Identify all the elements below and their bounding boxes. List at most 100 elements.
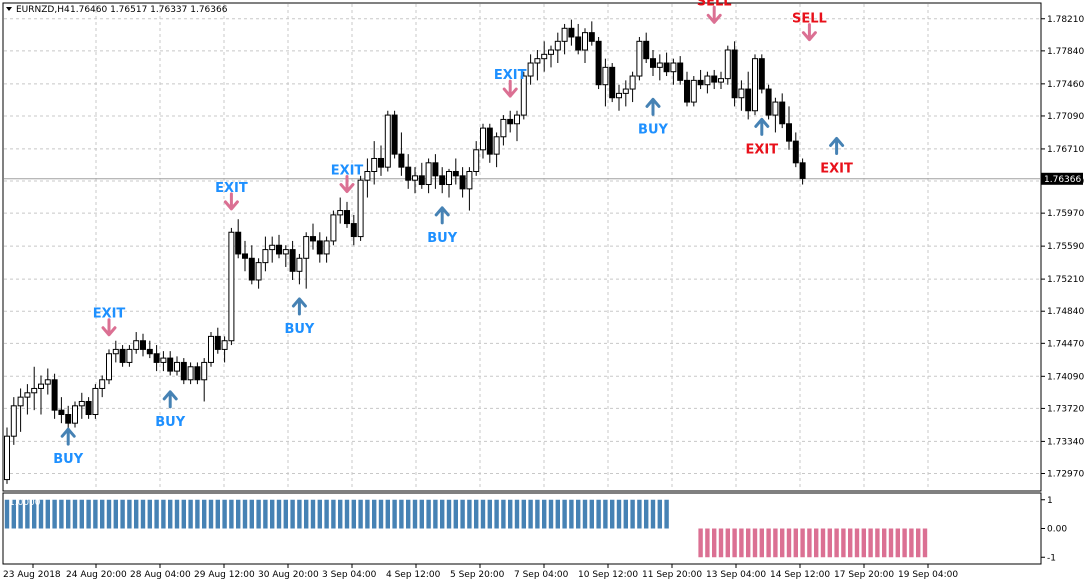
candle[interactable] [337, 197, 344, 224]
candle[interactable] [133, 332, 140, 354]
candle[interactable] [724, 45, 731, 85]
dropdown-triangle-icon[interactable] [6, 7, 12, 11]
candle[interactable] [364, 158, 371, 198]
candle[interactable] [446, 168, 452, 198]
candle[interactable] [208, 332, 214, 367]
candle[interactable] [677, 56, 684, 85]
candle[interactable] [466, 167, 473, 211]
candle[interactable] [405, 154, 412, 189]
candle[interactable] [480, 123, 486, 159]
candle[interactable] [174, 356, 180, 376]
candle[interactable] [697, 69, 704, 90]
candle[interactable] [704, 71, 711, 94]
candle[interactable] [4, 427, 10, 484]
candle[interactable] [371, 141, 378, 185]
candle[interactable] [643, 32, 650, 64]
candle[interactable] [391, 110, 398, 159]
candle[interactable] [541, 41, 548, 72]
candle[interactable] [602, 58, 609, 107]
candle[interactable] [384, 110, 391, 172]
candle[interactable] [473, 141, 480, 176]
candle[interactable] [38, 375, 44, 415]
candle[interactable] [765, 84, 772, 120]
candle[interactable] [282, 245, 289, 267]
candle[interactable] [731, 41, 738, 107]
candle[interactable] [194, 362, 201, 385]
candle[interactable] [24, 384, 31, 415]
candle[interactable] [187, 362, 194, 385]
candle[interactable] [452, 158, 459, 185]
candle[interactable] [588, 21, 595, 46]
candle[interactable] [248, 245, 255, 285]
candle[interactable] [738, 80, 745, 111]
candle[interactable] [255, 258, 262, 289]
candle[interactable] [412, 167, 418, 194]
candle[interactable] [670, 58, 677, 85]
candle[interactable] [235, 219, 242, 259]
candle[interactable] [310, 223, 316, 250]
candle[interactable] [799, 158, 806, 185]
candle[interactable] [758, 54, 765, 94]
candle[interactable] [752, 54, 758, 116]
candle[interactable] [126, 345, 133, 367]
candle[interactable] [323, 236, 330, 263]
candle[interactable] [568, 19, 575, 46]
candle[interactable] [792, 132, 799, 168]
candle[interactable] [656, 54, 663, 81]
candle[interactable] [357, 175, 364, 241]
candle[interactable] [180, 358, 187, 385]
candles-layer[interactable] [4, 19, 806, 484]
candle[interactable] [119, 345, 126, 367]
candle[interactable] [330, 210, 337, 246]
candle[interactable] [786, 106, 792, 150]
candle[interactable] [276, 234, 282, 259]
candle[interactable] [99, 375, 106, 398]
candle[interactable] [92, 384, 99, 419]
candle[interactable] [228, 227, 235, 346]
candle[interactable] [575, 23, 582, 55]
candle[interactable] [262, 236, 269, 272]
candle[interactable] [344, 201, 350, 228]
candle[interactable] [65, 405, 72, 432]
candle[interactable] [779, 93, 786, 129]
candle[interactable] [582, 28, 588, 64]
candle[interactable] [17, 388, 24, 432]
candle[interactable] [507, 110, 514, 133]
candle[interactable] [561, 23, 568, 55]
candle[interactable] [140, 333, 146, 357]
candle[interactable] [214, 327, 221, 354]
candle[interactable] [296, 253, 303, 285]
candle[interactable] [316, 232, 323, 263]
candle[interactable] [486, 123, 493, 163]
candle[interactable] [629, 71, 636, 103]
candle[interactable] [636, 36, 643, 81]
candle[interactable] [690, 76, 697, 107]
candle[interactable] [153, 345, 160, 372]
candle[interactable] [711, 69, 718, 90]
candle[interactable] [745, 71, 752, 120]
candle[interactable] [663, 52, 670, 77]
candle[interactable] [398, 132, 405, 176]
candle[interactable] [439, 167, 446, 194]
candle[interactable] [201, 358, 208, 402]
candle[interactable] [493, 132, 500, 168]
candle[interactable] [242, 240, 248, 272]
candle[interactable] [167, 351, 174, 376]
candle[interactable] [160, 351, 167, 372]
candle[interactable] [303, 232, 310, 289]
candle[interactable] [44, 368, 51, 395]
candle[interactable] [112, 340, 119, 363]
candle[interactable] [289, 240, 296, 280]
candle[interactable] [527, 54, 534, 85]
candle[interactable] [609, 63, 616, 103]
candle[interactable] [51, 373, 58, 419]
candle[interactable] [554, 32, 561, 64]
candle[interactable] [534, 49, 541, 81]
candle[interactable] [500, 115, 507, 146]
candle[interactable] [650, 49, 656, 77]
candle[interactable] [58, 397, 65, 424]
candle[interactable] [718, 71, 724, 90]
candle[interactable] [520, 71, 527, 120]
candle[interactable] [622, 80, 629, 107]
